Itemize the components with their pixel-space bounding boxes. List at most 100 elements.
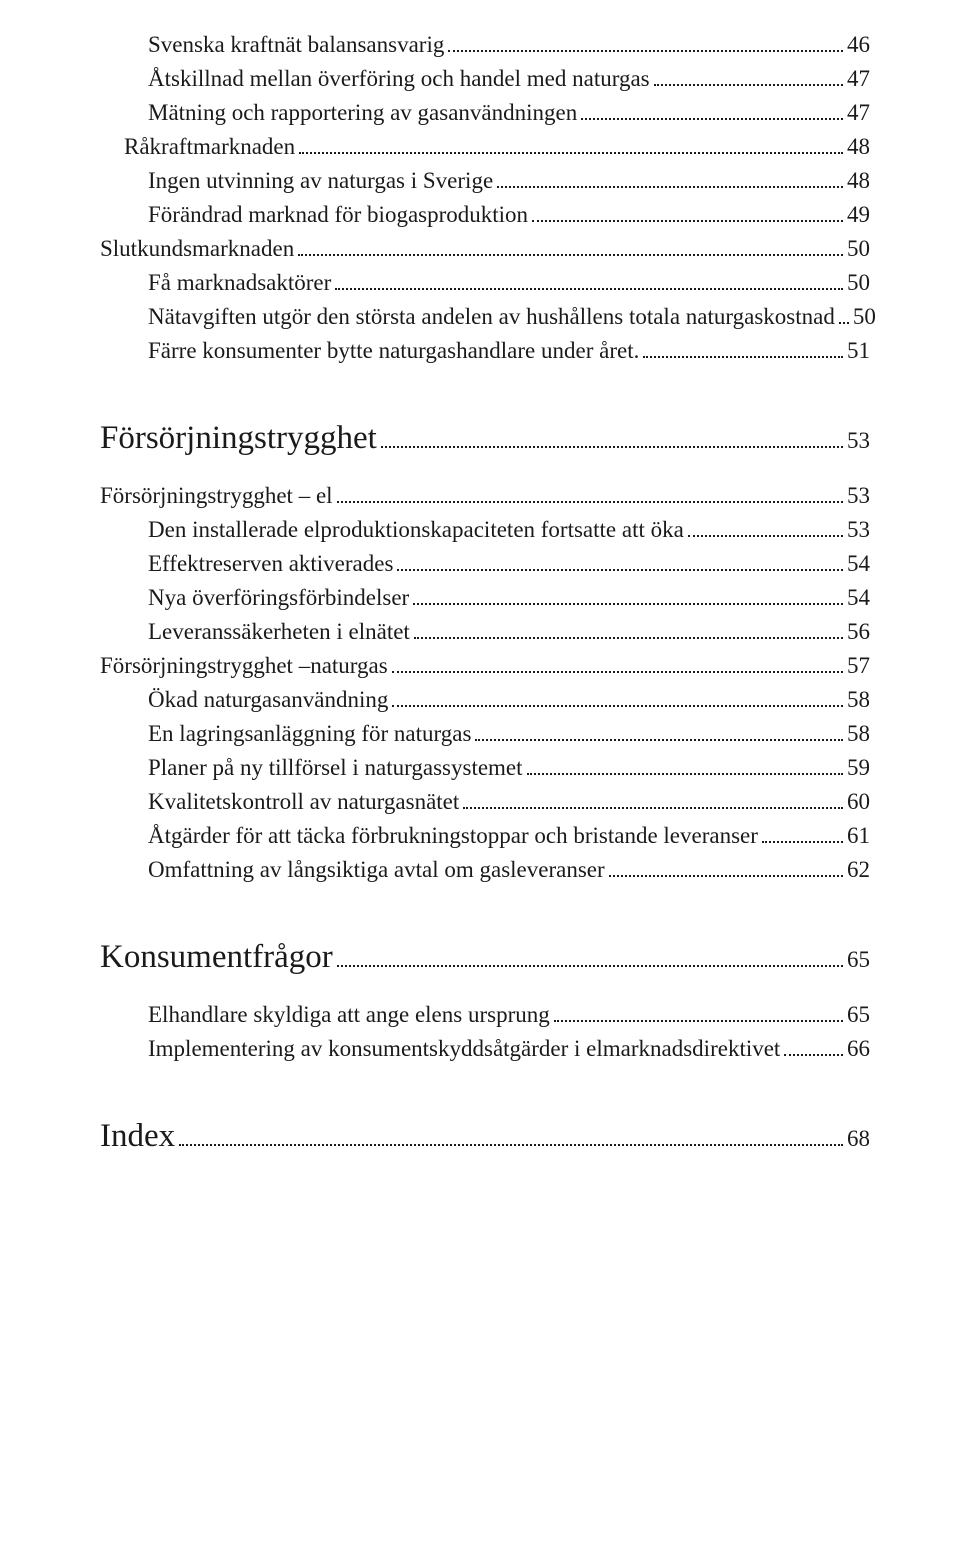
toc-leader-dots [654,84,843,86]
toc-entry-label: Index [100,1118,175,1155]
toc-entry[interactable]: Konsumentfrågor65 [100,939,870,976]
toc-entry-page: 62 [847,857,870,883]
toc-entry-page: 50 [847,270,870,296]
toc-entry-label: Kvalitetskontroll av naturgasnätet [148,789,459,815]
toc-leader-dots [335,288,843,290]
toc-leader-dots [179,1144,843,1146]
toc-entry-label: Svenska kraftnät balansansvarig [148,32,444,58]
toc-entry-label: Omfattning av långsiktiga avtal om gasle… [148,857,605,883]
toc-entry[interactable]: Den installerade elproduktionskapacitete… [100,517,870,543]
toc-entry[interactable]: Ingen utvinning av naturgas i Sverige 48 [100,168,870,194]
toc-entry-label: Nätavgiften utgör den största andelen av… [148,304,835,330]
toc-entry[interactable]: Färre konsumenter bytte naturgashandlare… [100,338,870,364]
toc-entry-label: Förändrad marknad för biogasproduktion [148,202,528,228]
toc-entry[interactable]: Leveranssäkerheten i elnätet 56 [100,619,870,645]
toc-entry-page: 51 [847,338,870,364]
toc-entry[interactable]: Råkraftmarknaden 48 [100,134,870,160]
toc-entry-page: 58 [847,687,870,713]
toc-entry[interactable]: Elhandlare skyldiga att ange elens urspr… [100,1002,870,1028]
toc-entry-page: 48 [847,134,870,160]
toc-leader-dots [609,875,843,877]
toc-leader-dots [413,603,843,605]
toc-leader-dots [299,152,843,154]
toc-entry[interactable]: Försörjningstrygghet – el 53 [100,483,870,509]
toc-entry-page: 61 [847,823,870,849]
toc-entry-page: 47 [847,100,870,126]
toc-entry-label: Färre konsumenter bytte naturgashandlare… [148,338,639,364]
toc-entry[interactable]: Omfattning av långsiktiga avtal om gasle… [100,857,870,883]
toc-entry-page: 48 [847,168,870,194]
toc-leader-dots [527,773,843,775]
toc-leader-dots [397,569,843,571]
toc-entry-page: 65 [847,947,870,973]
toc-leader-dots [532,220,843,222]
toc-entry[interactable]: En lagringsanläggning för naturgas58 [100,721,870,747]
toc-entry-label: Ökad naturgasanvändning [148,687,388,713]
toc-entry-page: 50 [853,304,876,330]
toc-entry[interactable]: Försörjningstrygghet 53 [100,420,870,457]
toc-leader-dots [448,50,843,52]
toc-entry[interactable]: Implementering av konsumentskyddsåtgärde… [100,1036,870,1062]
toc-entry-label: Försörjningstrygghet –naturgas [100,653,388,679]
toc-entry-page: 49 [847,202,870,228]
toc-entry-page: 56 [847,619,870,645]
toc-entry-page: 68 [847,1126,870,1152]
toc-leader-dots [298,254,843,256]
toc-entry[interactable]: Effektreserven aktiverades 54 [100,551,870,577]
toc-entry[interactable]: Åtgärder för att täcka förbrukningstoppa… [100,823,870,849]
toc-entry[interactable]: Förändrad marknad för biogasproduktion 49 [100,202,870,228]
toc-entry-page: 59 [847,755,870,781]
toc-leader-dots [784,1054,843,1056]
toc-entry-page: 60 [847,789,870,815]
toc-entry[interactable]: Index 68 [100,1118,870,1155]
toc-entry[interactable]: Nätavgiften utgör den största andelen av… [100,304,870,330]
toc-leader-dots [762,841,843,843]
toc-entry[interactable]: Mätning och rapportering av gasanvändnin… [100,100,870,126]
toc-entry-label: Försörjningstrygghet [100,420,377,457]
toc-leader-dots [392,705,843,707]
toc-entry-page: 46 [847,32,870,58]
toc-entry-label: Mätning och rapportering av gasanvändnin… [148,100,577,126]
toc-entry-label: Slutkundsmarknaden [100,236,294,262]
toc-entry[interactable]: Kvalitetskontroll av naturgasnätet 60 [100,789,870,815]
toc-entry-page: 54 [847,585,870,611]
toc-entry-page: 53 [847,517,870,543]
toc-entry[interactable]: Ökad naturgasanvändning 58 [100,687,870,713]
toc-leader-dots [554,1020,843,1022]
toc-entry-label: Nya överföringsförbindelser [148,585,409,611]
toc-entry[interactable]: Slutkundsmarknaden 50 [100,236,870,262]
toc-entry-page: 50 [847,236,870,262]
toc-entry[interactable]: Nya överföringsförbindelser 54 [100,585,870,611]
toc-entry-label: Planer på ny tillförsel i naturgassystem… [148,755,523,781]
toc-leader-dots [688,535,843,537]
toc-entry-page: 65 [847,1002,870,1028]
toc-entry[interactable]: Svenska kraftnät balansansvarig 46 [100,32,870,58]
toc-entry-label: Elhandlare skyldiga att ange elens urspr… [148,1002,550,1028]
toc-entry-label: Råkraftmarknaden [124,134,295,160]
toc-leader-dots [337,965,843,967]
toc-entry-page: 47 [847,66,870,92]
toc-leader-dots [581,118,843,120]
toc-entry[interactable]: Få marknadsaktörer 50 [100,270,870,296]
toc-entry-label: Leveranssäkerheten i elnätet [148,619,410,645]
toc-entry-label: Implementering av konsumentskyddsåtgärde… [148,1036,780,1062]
toc-entry[interactable]: Planer på ny tillförsel i naturgassystem… [100,755,870,781]
toc-leader-dots [337,501,843,503]
toc-leader-dots [463,807,843,809]
toc-entry-page: 54 [847,551,870,577]
toc-entry[interactable]: Försörjningstrygghet –naturgas57 [100,653,870,679]
toc-entry-label: Försörjningstrygghet – el [100,483,333,509]
toc-leader-dots [381,446,843,448]
toc-entry-page: 53 [847,428,870,454]
toc-leader-dots [497,186,843,188]
toc-entry-page: 53 [847,483,870,509]
toc-entry[interactable]: Åtskillnad mellan överföring och handel … [100,66,870,92]
toc-leader-dots [475,739,843,741]
toc-entry-label: Ingen utvinning av naturgas i Sverige [148,168,493,194]
toc-entry-page: 66 [847,1036,870,1062]
toc-entry-label: Effektreserven aktiverades [148,551,393,577]
toc-leader-dots [392,671,843,673]
toc-entry-label: En lagringsanläggning för naturgas [148,721,471,747]
toc-leader-dots [414,637,843,639]
toc-entry-label: Få marknadsaktörer [148,270,331,296]
